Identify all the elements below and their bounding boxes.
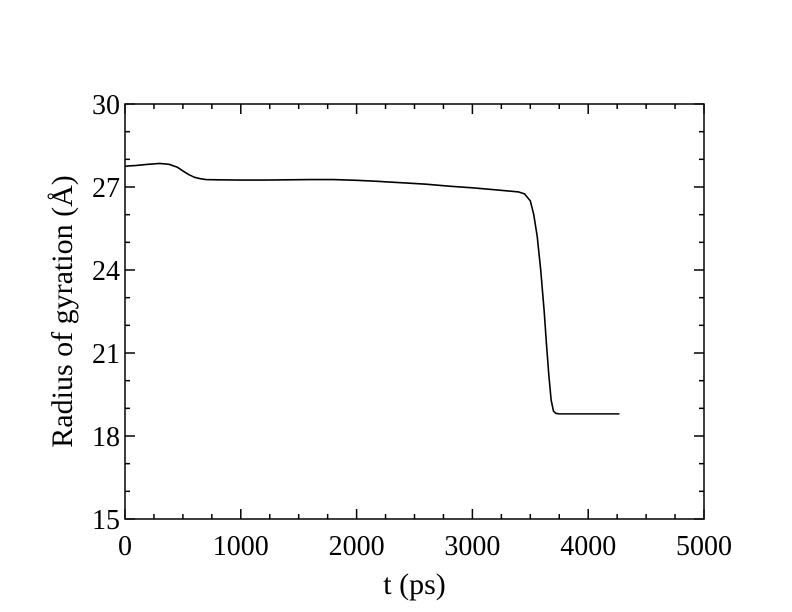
axis-ticks bbox=[124, 103, 705, 520]
x-axis-title: t (ps) bbox=[383, 568, 446, 601]
y-tick-label: 24 bbox=[92, 256, 120, 287]
x-tick-label: 5000 bbox=[676, 531, 732, 562]
x-tick-label: 4000 bbox=[560, 531, 616, 562]
axis-tick-labels: 0 1000 2000 3000 4000 5000 15 18 21 24 27 30 bbox=[92, 90, 732, 562]
x-tick-label: 3000 bbox=[444, 531, 500, 562]
x-tick-label: 0 bbox=[118, 531, 132, 562]
y-tick-label: 30 bbox=[92, 90, 120, 121]
y-tick-label: 27 bbox=[92, 173, 120, 204]
series-line bbox=[124, 162, 620, 415]
y-tick-label: 15 bbox=[92, 505, 120, 536]
y-axis-title: Radius of gyration (Å) bbox=[46, 175, 79, 447]
y-tick-label: 21 bbox=[92, 339, 120, 370]
x-tick-label: 1000 bbox=[213, 531, 269, 562]
y-tick-label: 18 bbox=[92, 422, 120, 453]
x-tick-label: 2000 bbox=[329, 531, 385, 562]
plot-frame bbox=[124, 103, 705, 520]
